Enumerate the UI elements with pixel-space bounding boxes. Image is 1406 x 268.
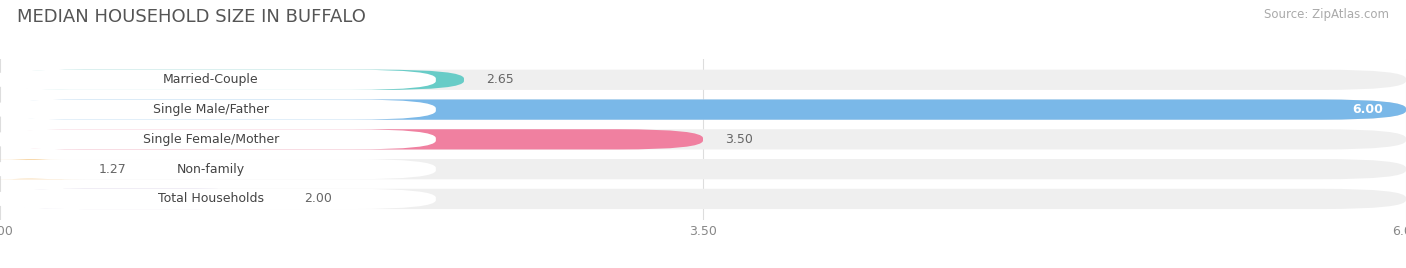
Text: 1.27: 1.27 [98,163,127,176]
Text: 3.50: 3.50 [725,133,754,146]
FancyBboxPatch shape [0,129,1406,150]
Text: Single Female/Mother: Single Female/Mother [143,133,278,146]
FancyBboxPatch shape [0,70,1406,90]
FancyBboxPatch shape [0,99,1406,120]
FancyBboxPatch shape [0,159,84,179]
FancyBboxPatch shape [0,189,281,209]
Text: Source: ZipAtlas.com: Source: ZipAtlas.com [1264,8,1389,21]
Text: 2.65: 2.65 [486,73,515,86]
FancyBboxPatch shape [0,159,1406,179]
Text: 6.00: 6.00 [1353,103,1384,116]
Text: Non-family: Non-family [177,163,245,176]
FancyBboxPatch shape [0,129,436,150]
FancyBboxPatch shape [0,129,703,150]
FancyBboxPatch shape [0,159,436,179]
FancyBboxPatch shape [0,189,1406,209]
Text: Married-Couple: Married-Couple [163,73,259,86]
Text: Single Male/Father: Single Male/Father [153,103,269,116]
FancyBboxPatch shape [0,70,436,90]
FancyBboxPatch shape [0,99,1406,120]
FancyBboxPatch shape [0,189,436,209]
FancyBboxPatch shape [0,99,436,120]
Text: 2.00: 2.00 [304,192,332,205]
FancyBboxPatch shape [0,70,464,90]
Text: MEDIAN HOUSEHOLD SIZE IN BUFFALO: MEDIAN HOUSEHOLD SIZE IN BUFFALO [17,8,366,26]
Text: Total Households: Total Households [157,192,264,205]
